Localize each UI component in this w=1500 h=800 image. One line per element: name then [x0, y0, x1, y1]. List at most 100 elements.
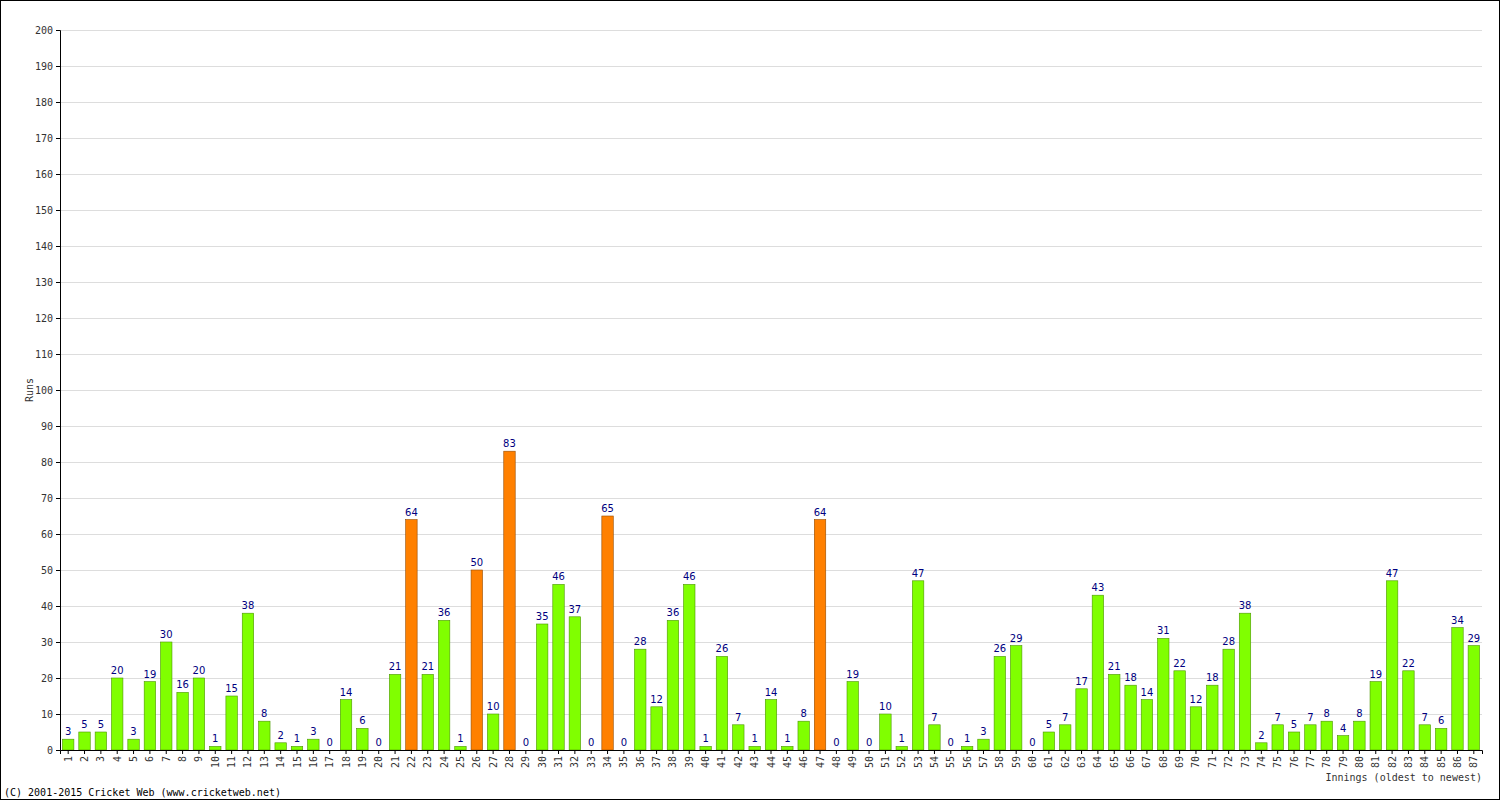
x-tick: 15: [292, 750, 303, 768]
data-label: 0: [1029, 737, 1035, 748]
bar: [1272, 725, 1283, 750]
y-tick-label: 0: [47, 745, 53, 756]
grid: [60, 30, 1482, 750]
bar: [798, 721, 809, 750]
grid-line: [60, 426, 1482, 427]
x-tick-label: 62: [1060, 756, 1071, 768]
y-tick-label: 200: [35, 25, 53, 36]
x-tick: 41: [716, 750, 727, 768]
x-tick-label: 77: [1305, 756, 1316, 768]
bars: [62, 451, 1479, 750]
bar: [1370, 682, 1381, 750]
x-tick-mark: [378, 750, 379, 754]
x-tick: 16: [308, 750, 319, 768]
y-tick-label: 10: [41, 709, 53, 720]
y-axis: 0102030405060708090100110120130140150160…: [35, 25, 61, 756]
x-tick-label: 8: [177, 756, 188, 762]
y-tick-mark: [56, 462, 60, 463]
x-tick: 17: [324, 750, 335, 768]
bar: [1305, 725, 1316, 750]
x-tick: 57: [978, 750, 989, 768]
y-tick-mark: [56, 426, 60, 427]
bar: [1109, 674, 1120, 750]
x-tick-label: 12: [242, 756, 253, 768]
bar: [406, 520, 417, 750]
data-label: 36: [438, 607, 451, 618]
bar: [635, 649, 646, 750]
x-tick: 3: [95, 750, 106, 762]
x-tick-mark: [525, 750, 526, 754]
x-tick: 36: [635, 750, 646, 768]
bar: [471, 570, 482, 750]
x-tick-mark: [166, 750, 167, 754]
x-tick-label: 63: [1076, 756, 1087, 768]
bar: [504, 451, 515, 750]
y-tick: 90: [41, 421, 60, 432]
y-tick-mark: [56, 210, 60, 211]
x-tick-label: 20: [373, 756, 384, 768]
bar: [373, 750, 384, 751]
y-axis-title: Runs: [24, 378, 35, 402]
bar: [782, 746, 793, 750]
x-tick-mark: [1114, 750, 1115, 754]
data-label: 16: [176, 679, 189, 690]
x-tick: 65: [1109, 750, 1120, 768]
x-tick: 73: [1240, 750, 1251, 768]
x-tick-mark: [427, 750, 428, 754]
data-label: 3: [65, 726, 71, 737]
y-tick-mark: [56, 66, 60, 67]
x-tick-label: 61: [1043, 756, 1054, 768]
data-label: 28: [1222, 636, 1235, 647]
x-tick: 1: [63, 750, 74, 762]
x-tick-label: 3: [95, 756, 106, 762]
grid-line: [60, 462, 1482, 463]
grid-line: [60, 102, 1482, 103]
data-label: 0: [376, 737, 382, 748]
data-label: 20: [111, 665, 124, 676]
bar: [1435, 728, 1446, 750]
y-tick-mark: [56, 606, 60, 607]
bar: [831, 750, 842, 751]
data-label: 7: [1307, 712, 1313, 723]
x-tick: 63: [1076, 750, 1087, 768]
x-tick-mark: [591, 750, 592, 754]
x-tick-mark: [901, 750, 902, 754]
data-label: 17: [1075, 676, 1088, 687]
bar: [1158, 638, 1169, 750]
bar: [79, 732, 90, 750]
bar: [553, 584, 564, 750]
x-tick-label: 36: [635, 756, 646, 768]
x-tick: 34: [602, 750, 613, 768]
bar: [945, 750, 956, 751]
data-label: 21: [389, 661, 402, 672]
grid-line: [60, 66, 1482, 67]
x-tick-mark: [918, 750, 919, 754]
x-tick-mark: [1343, 750, 1344, 754]
bar: [1337, 736, 1348, 750]
x-tick-mark: [215, 750, 216, 754]
grid-line: [60, 174, 1482, 175]
data-label: 0: [948, 737, 954, 748]
x-tick-label: 84: [1419, 756, 1430, 768]
x-tick-label: 49: [847, 756, 858, 768]
bar: [1321, 721, 1332, 750]
x-tick-label: 30: [537, 756, 548, 768]
y-tick-label: 50: [41, 565, 53, 576]
x-tick: 69: [1174, 750, 1185, 768]
x-tick: 54: [929, 750, 940, 768]
x-axis-line: [61, 751, 1483, 755]
grid-line: [60, 534, 1482, 535]
grid-line: [60, 246, 1482, 247]
bar: [1092, 595, 1103, 750]
x-tick: 35: [618, 750, 629, 768]
bar: [193, 678, 204, 750]
x-tick: 48: [831, 750, 842, 768]
x-tick-mark: [1473, 750, 1474, 754]
data-label: 0: [621, 737, 627, 748]
bar: [700, 746, 711, 750]
x-tick: 83: [1403, 750, 1414, 768]
data-label: 64: [814, 507, 827, 518]
x-tick-mark: [1065, 750, 1066, 754]
bar: [259, 721, 270, 750]
x-tick-mark: [705, 750, 706, 754]
